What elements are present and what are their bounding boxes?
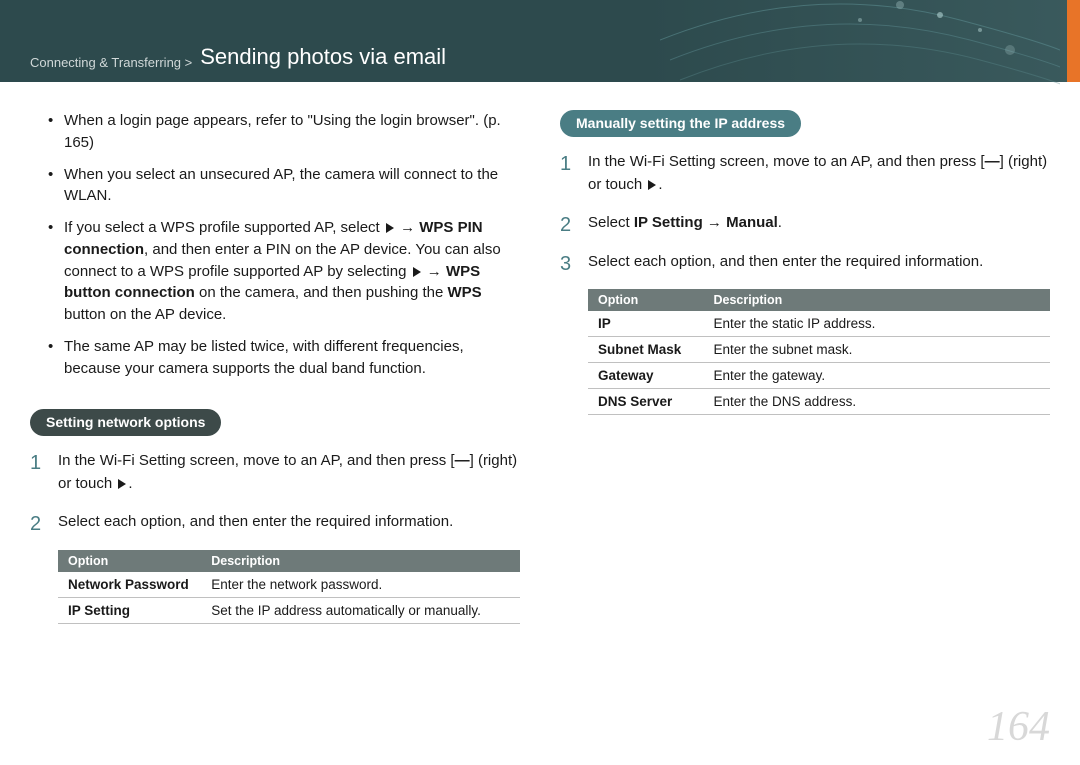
table-cell: DNS Server: [588, 389, 704, 415]
right-column: Manually setting the IP address 1 In the…: [560, 110, 1050, 624]
table-row: IPEnter the static IP address.: [588, 311, 1050, 337]
step-number: 2: [30, 509, 41, 539]
step-number: 1: [560, 149, 571, 179]
header-swirl-decoration: [660, 0, 1060, 120]
step-text: Select IP Setting → Manual.: [588, 214, 782, 231]
table-row: Subnet MaskEnter the subnet mask.: [588, 337, 1050, 363]
step-number: 1: [30, 448, 41, 478]
step-text: Select each option, and then enter the r…: [588, 253, 983, 270]
bullet-item: If you select a WPS profile supported AP…: [64, 217, 520, 326]
table-cell: Enter the DNS address.: [704, 389, 1051, 415]
table-cell: Enter the static IP address.: [704, 311, 1051, 337]
ip-options-table: Option Description IPEnter the static IP…: [588, 289, 1050, 415]
table-cell: IP: [588, 311, 704, 337]
table-cell: Gateway: [588, 363, 704, 389]
table-header: Description: [201, 550, 520, 572]
table-cell: Enter the gateway.: [704, 363, 1051, 389]
table-header: Option: [588, 289, 704, 311]
step-item: 3 Select each option, and then enter the…: [560, 251, 1050, 274]
table-row: IP Setting Set the IP address automatica…: [58, 597, 520, 623]
bullet-item: When you select an unsecured AP, the cam…: [64, 164, 520, 208]
table-cell: Set the IP address automatically or manu…: [201, 597, 520, 623]
table-cell: IP Setting: [58, 597, 201, 623]
steps-list-right: 1 In the Wi-Fi Setting screen, move to a…: [560, 151, 1050, 273]
steps-list-left: 1 In the Wi-Fi Setting screen, move to a…: [30, 450, 520, 534]
step-text: In the Wi-Fi Setting screen, move to an …: [58, 452, 517, 492]
step-item: 2 Select each option, and then enter the…: [30, 511, 520, 534]
table-cell: Enter the subnet mask.: [704, 337, 1051, 363]
content-area: When a login page appears, refer to "Usi…: [0, 82, 1080, 624]
step-number: 3: [560, 249, 571, 279]
table-row: Network Password Enter the network passw…: [58, 572, 520, 598]
bullet-item: When a login page appears, refer to "Usi…: [64, 110, 520, 154]
page-number: 164: [987, 703, 1050, 751]
table-cell: Enter the network password.: [201, 572, 520, 598]
table-cell: Network Password: [58, 572, 201, 598]
step-item: 1 In the Wi-Fi Setting screen, move to a…: [560, 151, 1050, 196]
table-header: Option: [58, 550, 201, 572]
bullet-item: The same AP may be listed twice, with di…: [64, 336, 520, 380]
step-item: 1 In the Wi-Fi Setting screen, move to a…: [30, 450, 520, 495]
step-number: 2: [560, 210, 571, 240]
table-header: Description: [704, 289, 1051, 311]
table-row: DNS ServerEnter the DNS address.: [588, 389, 1050, 415]
table-cell: Subnet Mask: [588, 337, 704, 363]
table-row: GatewayEnter the gateway.: [588, 363, 1050, 389]
page-title: Sending photos via email: [200, 44, 446, 70]
bullet-list: When a login page appears, refer to "Usi…: [30, 110, 520, 379]
section-pill-network-options: Setting network options: [30, 409, 221, 436]
breadcrumb: Connecting & Transferring >: [30, 55, 192, 70]
step-item: 2 Select IP Setting → Manual.: [560, 212, 1050, 235]
page-header: Connecting & Transferring > Sending phot…: [0, 0, 1080, 82]
left-column: When a login page appears, refer to "Usi…: [30, 110, 520, 624]
step-text: In the Wi-Fi Setting screen, move to an …: [588, 153, 1047, 193]
step-text: Select each option, and then enter the r…: [58, 513, 453, 530]
network-options-table: Option Description Network Password Ente…: [58, 550, 520, 624]
